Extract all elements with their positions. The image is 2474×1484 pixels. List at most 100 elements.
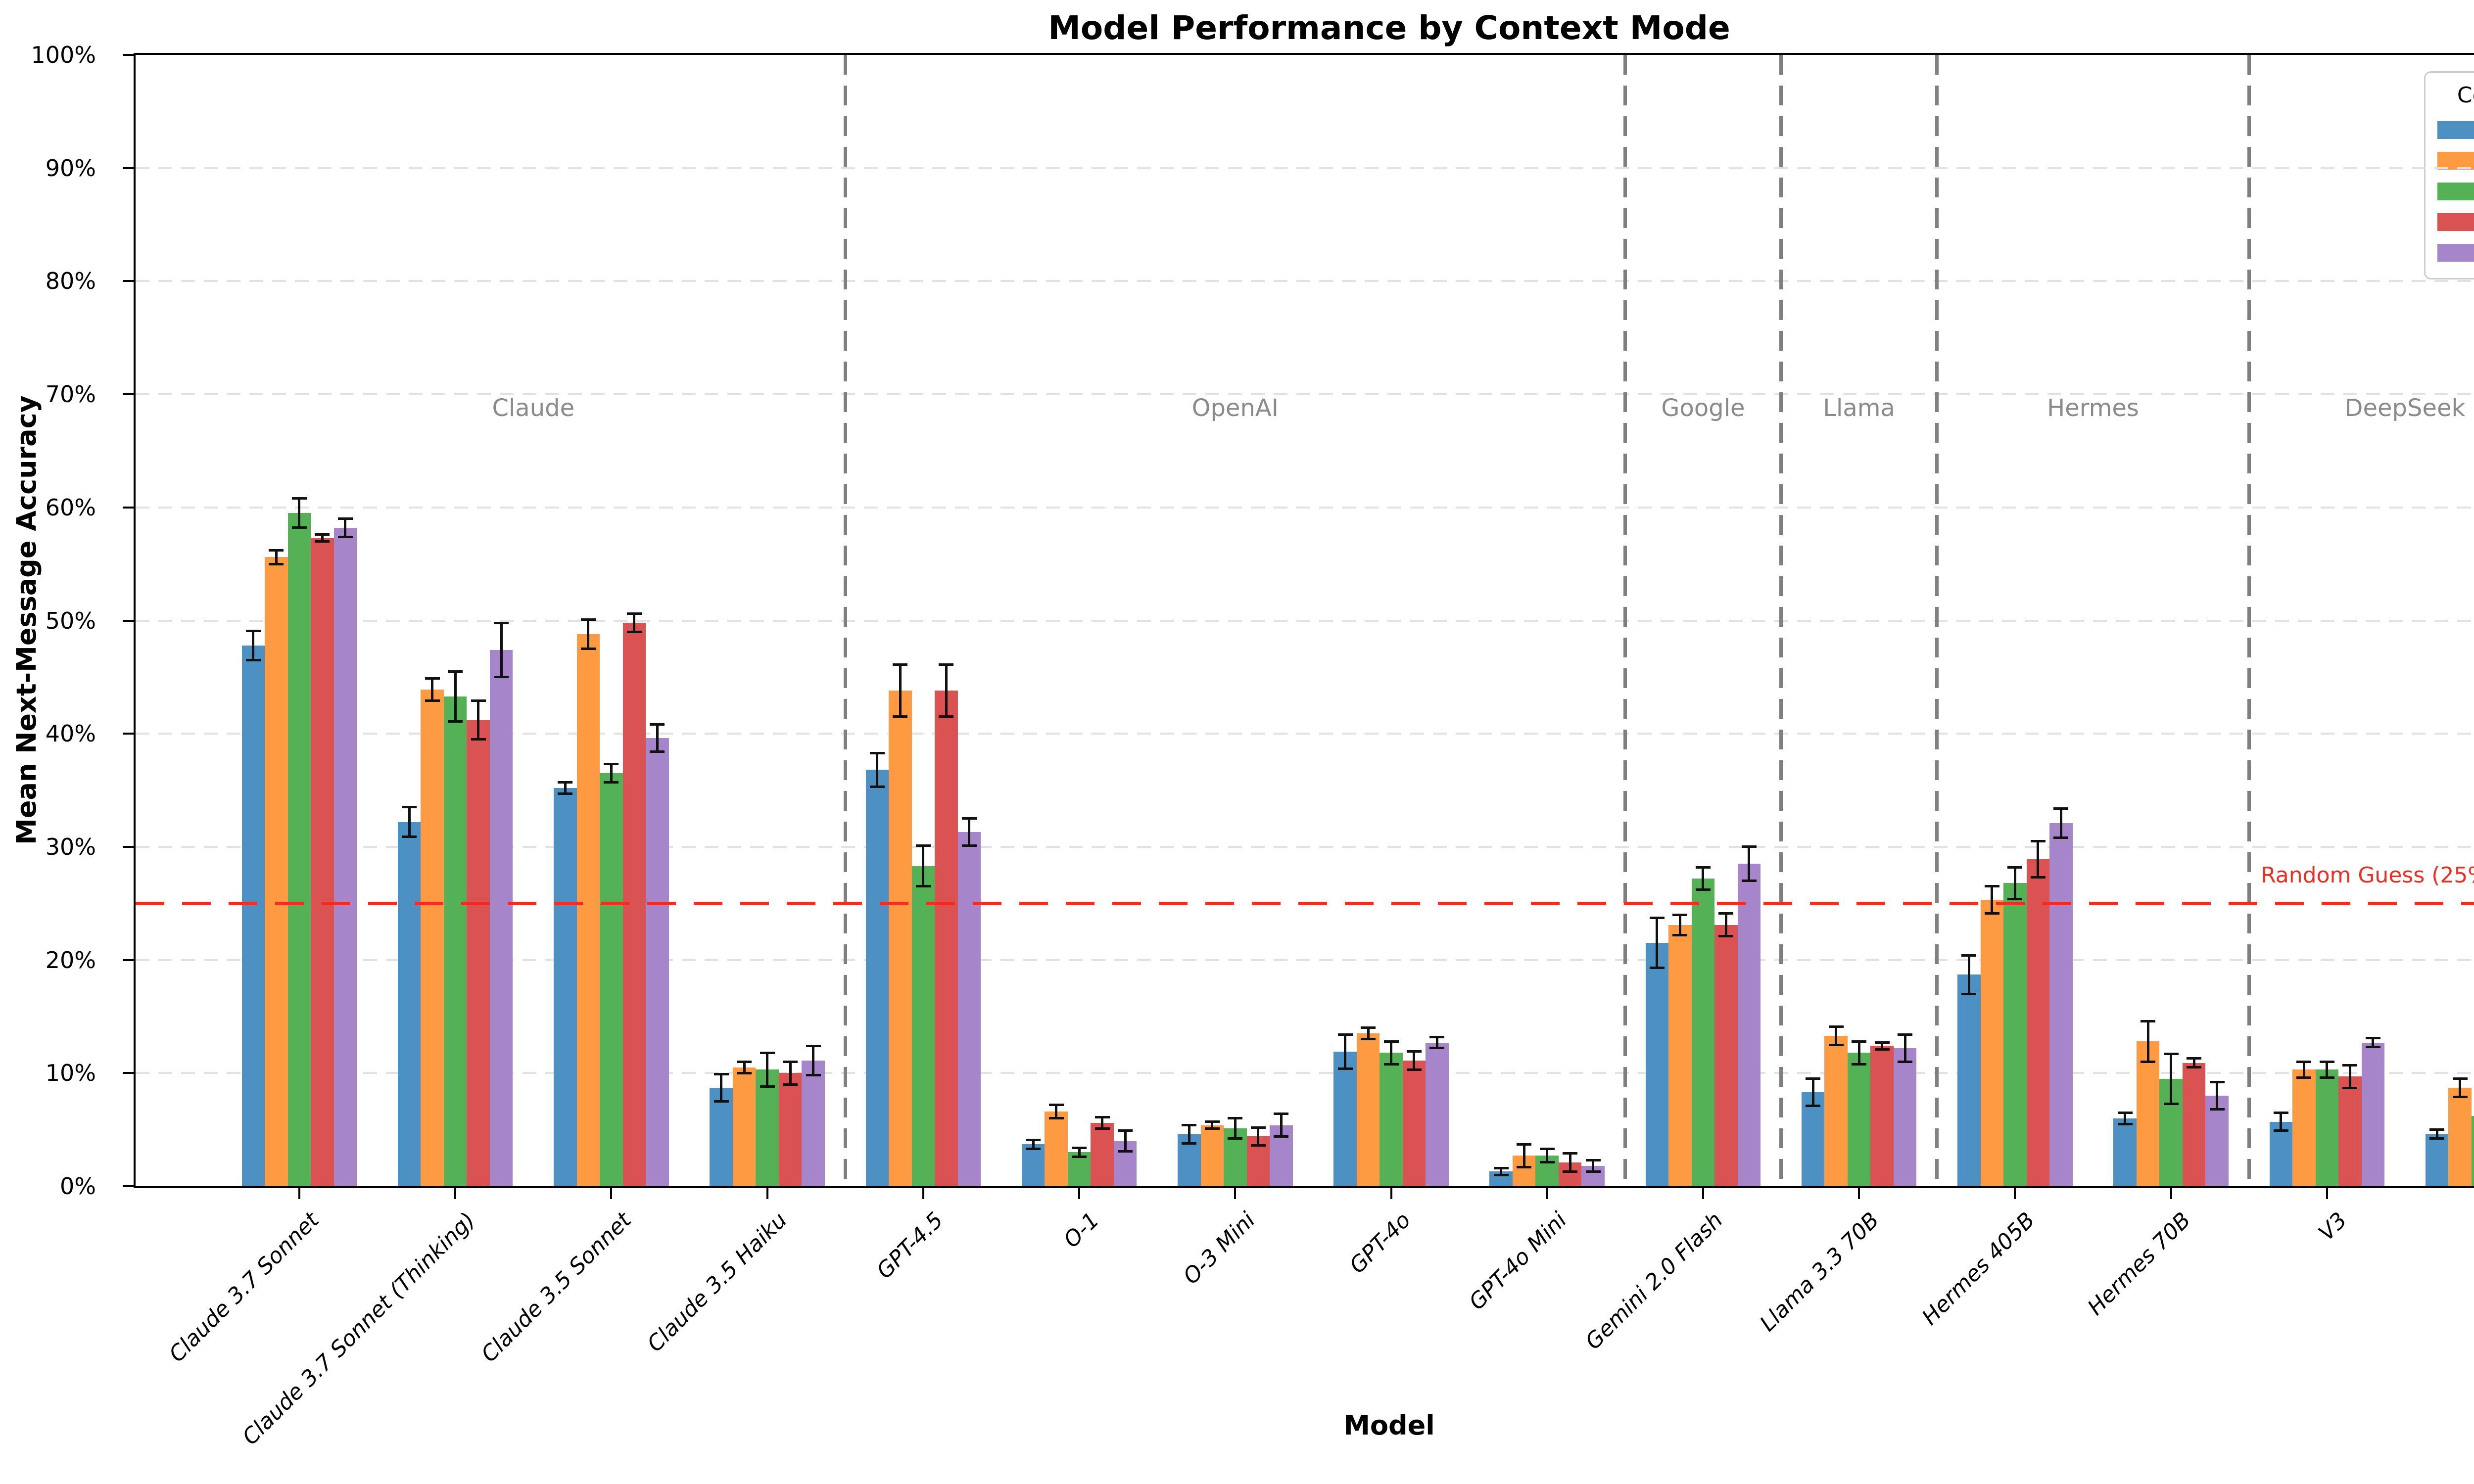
error-bar (1881, 1042, 1884, 1050)
error-bar-cap (315, 533, 330, 536)
error-bar (1857, 1041, 1860, 1064)
bar-50-summary (287, 513, 311, 1186)
error-bar (252, 631, 255, 660)
error-bar (2435, 1129, 2438, 1139)
gridline-70 (136, 393, 2474, 396)
error-bar-cap (2117, 1111, 2133, 1114)
gridline-90 (136, 167, 2474, 169)
error-bar (2192, 1058, 2195, 1067)
x-tick-label: GPT-4o (1344, 1207, 1416, 1279)
vendor-group-label: Hermes (2047, 394, 2139, 422)
bar-50-raw (1824, 1035, 1848, 1186)
error-bar-cap (471, 738, 486, 741)
error-bar (321, 534, 324, 542)
error-bar-cap (269, 562, 284, 565)
error-bar (477, 700, 480, 740)
bar-no-context (865, 770, 889, 1186)
error-bar-cap (2296, 1060, 2312, 1063)
error-bar-cap (245, 659, 261, 662)
error-bar-cap (2365, 1036, 2380, 1039)
legend-item: 50 Summary (2437, 176, 2474, 207)
x-tick-label: GPT-4o Mini (1464, 1207, 1572, 1315)
error-bar-cap (1961, 992, 1977, 995)
error-bar (1078, 1148, 1081, 1157)
error-bar-cap (580, 648, 596, 650)
error-bar (454, 671, 457, 722)
x-tick-label: Llama 3.3 70B (1755, 1207, 1884, 1337)
error-bar (945, 664, 948, 717)
y-tick-label: 40% (45, 720, 96, 747)
error-bar-cap (1274, 1113, 1289, 1115)
error-bar-cap (1718, 912, 1734, 915)
error-bar-cap (893, 663, 908, 666)
error-bar-cap (2319, 1060, 2334, 1063)
error-bar-cap (1695, 866, 1711, 869)
error-bar-cap (1228, 1137, 1243, 1140)
error-bar-cap (783, 1083, 798, 1086)
error-bar-cap (626, 630, 642, 633)
error-bar (2372, 1038, 2375, 1047)
error-bar-cap (2187, 1066, 2202, 1069)
error-bar-cap (1517, 1165, 1532, 1168)
x-tick-mark (610, 1188, 613, 1199)
x-tick-mark (1702, 1188, 1704, 1199)
x-tick-mark (454, 1188, 457, 1199)
bar-no-context (710, 1088, 733, 1186)
error-bar (1702, 867, 1705, 890)
bar-50-summary (1847, 1053, 1871, 1186)
error-bar-cap (2163, 1052, 2179, 1055)
gridline-40 (136, 733, 2474, 735)
y-tick-mark (123, 619, 134, 622)
y-tick-label: 0% (60, 1173, 96, 1200)
error-bar-cap (1337, 1067, 1353, 1070)
error-bar-cap (2429, 1128, 2445, 1131)
error-bar-cap (2452, 1095, 2468, 1098)
error-bar (1748, 846, 1751, 881)
error-bar-cap (2141, 1020, 2156, 1022)
legend-item: 100 Raw (2437, 207, 2474, 237)
error-bar-cap (939, 663, 954, 666)
x-tick-mark (298, 1188, 300, 1199)
error-bar (1124, 1130, 1127, 1152)
bar-no-context (554, 788, 577, 1186)
error-bar-cap (1204, 1127, 1220, 1130)
error-bar-cap (760, 1085, 775, 1088)
bar-no-context (2113, 1118, 2137, 1186)
error-bar-cap (1563, 1170, 1578, 1173)
error-bar-cap (1072, 1156, 1087, 1159)
y-tick-mark (123, 1185, 134, 1187)
error-bar-cap (402, 835, 417, 838)
error-bar-cap (1361, 1038, 1376, 1041)
legend-swatch (2437, 183, 2474, 200)
chart-title: Model Performance by Context Mode (1048, 9, 1730, 47)
error-bar-cap (2030, 876, 2046, 879)
vendor-group-label: Google (1661, 394, 1745, 422)
bar-100-raw (1402, 1061, 1426, 1186)
vendor-separator (2247, 55, 2251, 1186)
x-tick-label: V3 (2313, 1207, 2352, 1246)
error-bar-cap (760, 1051, 775, 1054)
x-tick-mark (1858, 1188, 1860, 1199)
error-bar-cap (2273, 1129, 2288, 1132)
x-tick-label: O-3 Mini (1178, 1207, 1260, 1290)
bar-100-summary (2049, 823, 2073, 1186)
bar-100-summary (957, 832, 981, 1186)
error-bar-cap (1026, 1148, 1041, 1151)
bar-no-context (1333, 1051, 1357, 1186)
error-bar-cap (558, 781, 573, 784)
legend-swatch (2437, 213, 2474, 231)
error-bar (344, 518, 347, 537)
error-bar-cap (2053, 807, 2069, 810)
y-tick-mark (123, 733, 134, 735)
bar-100-summary (802, 1061, 825, 1186)
bar-50-raw (1200, 1125, 1224, 1186)
error-bar-cap (1072, 1146, 1087, 1149)
error-bar-cap (2342, 1064, 2358, 1067)
legend-swatch (2437, 152, 2474, 170)
error-bar (2124, 1113, 2127, 1124)
error-bar-cap (1672, 933, 1688, 936)
bar-50-summary (1380, 1053, 1403, 1186)
error-bar-cap (1695, 888, 1711, 891)
error-bar-cap (2187, 1057, 2202, 1060)
y-tick-label: 90% (45, 154, 96, 182)
